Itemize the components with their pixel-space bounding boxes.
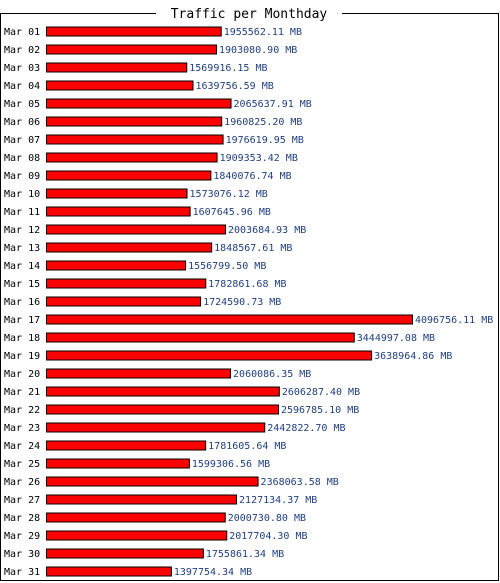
category-label: Mar 01 [4,27,40,38]
value-label: 2060086.35 MB [233,369,311,380]
chart-title: Traffic per Monthday [171,7,328,22]
value-label: 2017704.30 MB [229,531,307,542]
bar [46,224,227,235]
bar [46,242,213,253]
value-label: 1607645.96 MB [193,207,271,218]
bar [46,512,226,523]
bar [46,260,187,271]
category-label: Mar 15 [4,279,40,290]
category-label: Mar 09 [4,171,40,182]
category-label: Mar 10 [4,189,40,200]
bar [46,476,259,487]
bar [46,548,204,559]
bar [46,566,172,577]
bar [46,188,188,199]
bar [46,404,279,415]
title-background [156,5,342,21]
category-label: Mar 31 [4,567,40,578]
bar [46,134,224,145]
value-label: 1573076.12 MB [190,189,268,200]
bar [46,278,207,289]
bar [46,206,191,217]
bar [46,386,280,397]
value-label: 3638964.86 MB [374,351,452,362]
value-label: 1976619.95 MB [226,135,304,146]
bar [46,116,223,127]
bar [46,440,207,451]
category-label: Mar 16 [4,297,40,308]
category-label: Mar 04 [4,81,40,92]
value-label: 4096756.11 MB [415,315,493,326]
value-label: 1599306.56 MB [192,459,270,470]
bar [46,368,232,379]
value-label: 1397754.34 MB [174,567,252,578]
bar [46,62,188,73]
category-label: Mar 11 [4,207,40,218]
bar [46,494,238,505]
category-label: Mar 22 [4,405,40,416]
bar [46,152,218,163]
category-label: Mar 05 [4,99,40,110]
bar [46,350,373,361]
category-label: Mar 18 [4,333,40,344]
value-label: 1955562.11 MB [224,27,302,38]
value-label: 2442822.70 MB [267,423,345,434]
value-label: 1639756.59 MB [195,81,273,92]
category-label: Mar 20 [4,369,40,380]
value-label: 1909353.42 MB [220,153,298,164]
value-label: 2000730.80 MB [228,513,306,524]
bar [46,458,190,469]
category-label: Mar 30 [4,549,40,560]
value-label: 1848567.61 MB [214,243,292,254]
bar [46,80,194,91]
value-label: 1724590.73 MB [203,297,281,308]
value-label: 2003684.93 MB [228,225,306,236]
bar [46,170,212,181]
value-label: 2606287.40 MB [282,387,360,398]
bar [46,98,232,109]
bar [46,296,202,307]
value-label: 2368063.58 MB [261,477,339,488]
value-label: 1755861.34 MB [206,549,284,560]
category-label: Mar 27 [4,495,40,506]
value-label: 1903080.90 MB [219,45,297,56]
category-label: Mar 17 [4,315,40,326]
value-label: 1782861.68 MB [208,279,286,290]
value-label: 2065637.91 MB [234,99,312,110]
value-label: 1840076.74 MB [213,171,291,182]
category-label: Mar 14 [4,261,40,272]
category-label: Mar 29 [4,531,40,542]
bar [46,422,266,433]
category-label: Mar 21 [4,387,40,398]
value-label: 1781605.64 MB [208,441,286,452]
bar [46,332,355,343]
category-label: Mar 07 [4,135,40,146]
value-label: 3444997.08 MB [357,333,435,344]
value-label: 2127134.37 MB [239,495,317,506]
category-label: Mar 26 [4,477,40,488]
value-label: 1569916.15 MB [189,63,267,74]
category-label: Mar 03 [4,63,40,74]
value-label: 1556799.50 MB [188,261,266,272]
category-label: Mar 19 [4,351,40,362]
bar [46,26,222,37]
category-label: Mar 06 [4,117,40,128]
value-label: 2596785.10 MB [281,405,359,416]
bar [46,314,413,325]
category-label: Mar 08 [4,153,40,164]
bar-rows: Mar 01 1955562.11 MB Mar 02 1903080.90 MB Ma… [4,26,493,578]
category-label: Mar 13 [4,243,40,254]
value-label: 1960825.20 MB [224,117,302,128]
category-label: Mar 12 [4,225,40,236]
category-label: Mar 23 [4,423,40,434]
category-label: Mar 02 [4,45,40,56]
category-label: Mar 24 [4,441,40,452]
bar [46,530,228,541]
category-label: Mar 28 [4,513,40,524]
bar [46,44,218,55]
category-label: Mar 25 [4,459,40,470]
